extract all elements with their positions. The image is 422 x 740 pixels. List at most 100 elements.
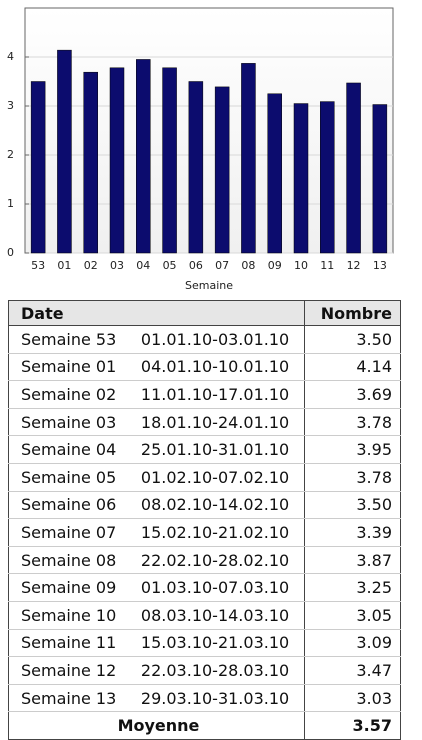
week-cell: Semaine 05 (8, 463, 129, 492)
week-cell: Semaine 03 (8, 408, 129, 437)
date-cell: 08.02.10-14.02.10 (128, 491, 305, 520)
bar (241, 63, 256, 254)
date-cell: 11.01.10-17.01.10 (128, 380, 305, 409)
week-cell: Semaine 10 (8, 601, 129, 630)
bar (109, 67, 125, 254)
value-cell: 3.47 (304, 656, 401, 685)
y-tick-label: 4 (7, 50, 14, 63)
week-cell: Semaine 07 (8, 518, 129, 547)
table-row: Semaine 04 25.01.10-31.01.10 3.95 (8, 435, 401, 464)
date-cell: 01.03.10-07.03.10 (128, 573, 305, 602)
footer-row: Moyenne 3.57 (8, 711, 401, 740)
date-cell: 04.01.10-10.01.10 (128, 353, 305, 382)
value-cell: 3.95 (304, 435, 401, 464)
date-cell: 15.02.10-21.02.10 (128, 518, 305, 547)
bar (188, 81, 204, 254)
x-axis-label: Semaine (185, 279, 233, 292)
table-row: Semaine 01 04.01.10-10.01.10 4.14 (8, 353, 401, 382)
table-row: Semaine 53 01.01.10-03.01.10 3.50 (8, 325, 401, 354)
y-tick-label: 2 (7, 148, 14, 161)
week-cell: Semaine 12 (8, 656, 129, 685)
week-cell: Semaine 06 (8, 491, 129, 520)
bar (162, 67, 177, 254)
value-cell: 3.78 (304, 408, 401, 437)
table-row: Semaine 05 01.02.10-07.02.10 3.78 (8, 463, 401, 492)
plot-area (24, 7, 394, 254)
x-tick-label: 05 (163, 259, 177, 272)
bar (293, 103, 309, 254)
value-cell: 3.09 (304, 629, 401, 658)
bar (320, 101, 335, 254)
y-tick-label: 0 (7, 246, 14, 259)
x-tick-label: 10 (294, 259, 308, 272)
week-cell: Semaine 02 (8, 380, 129, 409)
date-cell: 01.02.10-07.02.10 (128, 463, 305, 492)
data-table: Date Nombre Semaine 53 01.01.10-03.01.10 3.5… (8, 300, 401, 740)
bar (346, 82, 361, 254)
footer-label: Moyenne (8, 711, 305, 740)
x-tick-label: 12 (347, 259, 361, 272)
x-tick-label: 06 (189, 259, 203, 272)
value-cell: 3.69 (304, 380, 401, 409)
table-row: Semaine 09 01.03.10-07.03.10 3.25 (8, 573, 401, 602)
table-row: Semaine 06 08.02.10-14.02.10 3.50 (8, 491, 401, 520)
date-cell: 22.03.10-28.03.10 (128, 656, 305, 685)
date-cell: 18.01.10-24.01.10 (128, 408, 305, 437)
table-row: Semaine 10 08.03.10-14.03.10 3.05 (8, 601, 401, 630)
value-cell: 3.87 (304, 546, 401, 575)
y-tick-label: 1 (7, 197, 14, 210)
table-row: Semaine 07 15.02.10-21.02.10 3.39 (8, 518, 401, 547)
value-cell: 3.78 (304, 463, 401, 492)
week-cell: Semaine 09 (8, 573, 129, 602)
table-row: Semaine 03 18.01.10-24.01.10 3.78 (8, 408, 401, 437)
value-cell: 3.50 (304, 491, 401, 520)
y-tick-label: 3 (7, 99, 14, 112)
footer-value: 3.57 (304, 711, 401, 740)
x-tick-label: 08 (241, 259, 255, 272)
x-tick-label: 04 (136, 259, 150, 272)
bar (136, 59, 151, 254)
table-row: Semaine 13 29.03.10-31.03.10 3.03 (8, 684, 401, 713)
value-cell: 4.14 (304, 353, 401, 382)
x-tick-label: 01 (57, 259, 71, 272)
value-cell: 3.05 (304, 601, 401, 630)
x-tick-label: 53 (31, 259, 45, 272)
week-cell: Semaine 01 (8, 353, 129, 382)
value-cell: 3.39 (304, 518, 401, 547)
header-cell: Nombre (304, 300, 401, 326)
bar (372, 104, 388, 254)
x-tick-label: 13 (373, 259, 387, 272)
week-cell: Semaine 08 (8, 546, 129, 575)
date-cell: 08.03.10-14.03.10 (128, 601, 305, 630)
bar (30, 81, 46, 254)
x-tick-label: 09 (268, 259, 282, 272)
header-cell: Date (8, 300, 305, 326)
value-cell: 3.50 (304, 325, 401, 354)
bar (83, 71, 98, 254)
header-row: Date Nombre (8, 300, 401, 326)
week-cell: Semaine 11 (8, 629, 129, 658)
x-tick-label: 07 (215, 259, 229, 272)
date-cell: 01.01.10-03.01.10 (128, 325, 305, 354)
week-cell: Semaine 04 (8, 435, 129, 464)
table-row: Semaine 08 22.02.10-28.02.10 3.87 (8, 546, 401, 575)
x-tick-label: 03 (110, 259, 124, 272)
date-cell: 22.02.10-28.02.10 (128, 546, 305, 575)
date-cell: 15.03.10-21.03.10 (128, 629, 305, 658)
bar (214, 86, 230, 254)
bar (267, 93, 282, 254)
table-row: Semaine 02 11.01.10-17.01.10 3.69 (8, 380, 401, 409)
bar (57, 49, 72, 254)
date-cell: 29.03.10-31.03.10 (128, 684, 305, 713)
date-cell: 25.01.10-31.01.10 (128, 435, 305, 464)
value-cell: 3.03 (304, 684, 401, 713)
week-cell: Semaine 53 (8, 325, 129, 354)
x-tick-label: 11 (320, 259, 334, 272)
table-row: Semaine 11 15.03.10-21.03.10 3.09 (8, 629, 401, 658)
table-row: Semaine 12 22.03.10-28.03.10 3.47 (8, 656, 401, 685)
value-cell: 3.25 (304, 573, 401, 602)
x-tick-label: 02 (84, 259, 98, 272)
week-cell: Semaine 13 (8, 684, 129, 713)
